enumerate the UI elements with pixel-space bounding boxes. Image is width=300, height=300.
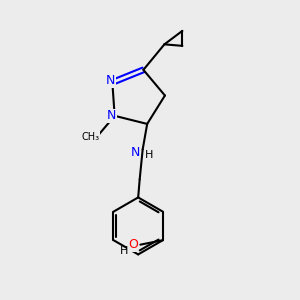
Text: H: H bbox=[145, 150, 154, 161]
Text: N: N bbox=[106, 74, 116, 87]
Text: O: O bbox=[128, 238, 138, 251]
Text: CH₃: CH₃ bbox=[82, 132, 100, 142]
Text: N: N bbox=[107, 109, 116, 122]
Text: N: N bbox=[130, 146, 140, 159]
Text: H: H bbox=[120, 246, 128, 256]
